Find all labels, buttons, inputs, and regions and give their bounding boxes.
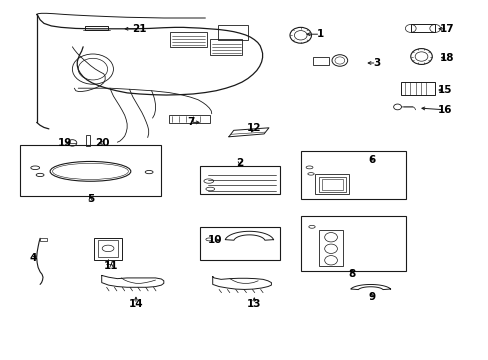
Bar — [94, 238, 122, 260]
Text: 19: 19 — [58, 138, 72, 148]
Bar — [301, 151, 405, 199]
Bar — [199, 227, 279, 260]
Bar — [85, 135, 90, 146]
Bar — [301, 216, 405, 271]
Text: 12: 12 — [246, 123, 261, 133]
Bar — [98, 240, 118, 257]
Bar — [318, 230, 343, 266]
Text: 4: 4 — [29, 253, 37, 263]
Text: 18: 18 — [439, 53, 454, 63]
Text: 20: 20 — [95, 138, 110, 148]
Bar — [84, 26, 108, 30]
Bar — [400, 82, 434, 95]
Text: 3: 3 — [372, 58, 379, 68]
Text: 8: 8 — [348, 269, 355, 279]
Text: 17: 17 — [439, 24, 454, 34]
Bar — [210, 39, 242, 55]
Bar — [315, 174, 348, 194]
Text: 21: 21 — [132, 24, 146, 34]
Text: 10: 10 — [207, 235, 222, 245]
Text: 11: 11 — [104, 261, 119, 271]
Text: 16: 16 — [437, 105, 451, 115]
Text: 7: 7 — [186, 117, 194, 127]
Text: 13: 13 — [246, 299, 261, 309]
Bar — [40, 238, 47, 241]
Text: 2: 2 — [236, 158, 243, 168]
Text: 15: 15 — [437, 85, 451, 95]
Bar — [321, 179, 343, 190]
Text: 6: 6 — [367, 155, 374, 165]
Bar — [20, 145, 161, 196]
Text: 9: 9 — [367, 292, 374, 302]
Bar — [168, 115, 210, 123]
Bar — [410, 24, 434, 32]
Bar — [199, 166, 279, 194]
Text: 14: 14 — [128, 299, 143, 309]
Bar — [312, 57, 328, 65]
Text: 5: 5 — [87, 194, 94, 204]
Bar — [217, 25, 247, 40]
Bar — [170, 32, 206, 47]
Bar — [319, 177, 346, 192]
Text: 1: 1 — [316, 29, 323, 39]
